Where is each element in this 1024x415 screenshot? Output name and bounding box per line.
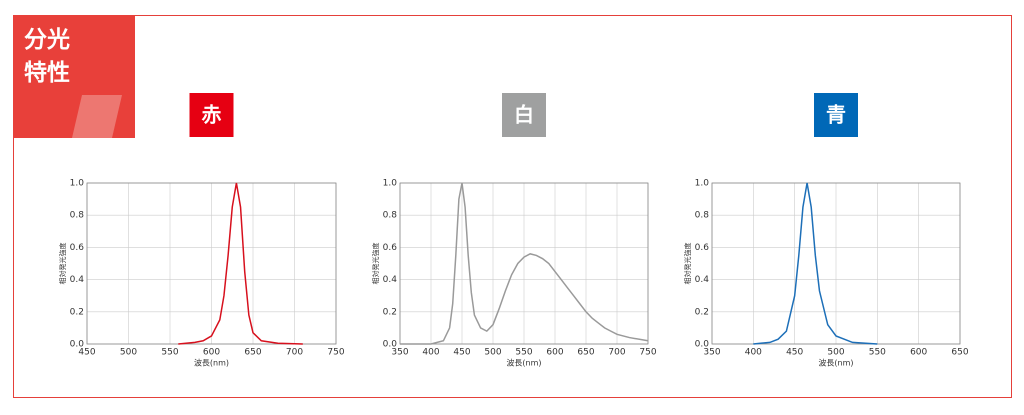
spectrum-line (178, 182, 303, 345)
y-tick-label: 1.0 (70, 179, 85, 189)
y-tick-label: 0.0 (70, 340, 85, 350)
x-tick-label: 500 (827, 348, 844, 358)
y-tick-label: 0.6 (695, 243, 710, 253)
frame (13, 15, 1012, 398)
x-tick-label: 350 (703, 348, 720, 358)
plot-frame (86, 182, 337, 345)
x-axis-label: 波長(nm) (506, 358, 541, 368)
x-axis-label: 波長(nm) (194, 358, 229, 368)
title-box (502, 93, 546, 137)
x-tick-label: 500 (484, 348, 501, 358)
x-tick-label: 750 (639, 348, 656, 358)
y-tick-label: 0.8 (70, 211, 85, 221)
heading-line: 特性 (24, 60, 70, 86)
y-tick-label: 0.4 (383, 275, 398, 285)
y-tick-label: 0.0 (383, 340, 398, 350)
y-tick-label: 0.8 (383, 211, 398, 221)
y-tick-label: 0.0 (695, 340, 710, 350)
plot-frame (399, 182, 649, 345)
x-tick-label: 450 (453, 348, 470, 358)
spectrum-line (400, 182, 649, 345)
chart-title: 赤 (202, 103, 222, 127)
x-tick-label: 450 (78, 348, 95, 358)
x-tick-label: 400 (745, 348, 762, 358)
x-tick-label: 500 (120, 348, 137, 358)
y-axis-label: 相対発光強度 (371, 243, 380, 285)
y-tick-label: 1.0 (695, 179, 710, 189)
x-tick-label: 450 (786, 348, 803, 358)
y-tick-label: 0.8 (695, 211, 710, 221)
x-tick-label: 600 (203, 348, 220, 358)
x-tick-label: 750 (327, 348, 344, 358)
y-tick-label: 0.2 (695, 307, 709, 317)
chart-title: 白 (514, 103, 534, 127)
spectrum-line (753, 182, 878, 345)
y-axis-label: 相対発光強度 (58, 243, 67, 285)
y-tick-label: 0.4 (70, 275, 85, 285)
x-tick-label: 600 (910, 348, 927, 358)
heading-line: 分光 (24, 27, 70, 53)
x-tick-label: 550 (869, 348, 886, 358)
chart-title: 青 (826, 103, 846, 127)
x-tick-label: 700 (608, 348, 625, 358)
y-tick-label: 1.0 (383, 179, 398, 189)
x-axis-label: 波長(nm) (818, 358, 853, 368)
x-tick-label: 400 (422, 348, 439, 358)
y-tick-label: 0.6 (383, 243, 398, 253)
y-tick-label: 0.2 (70, 307, 84, 317)
title-box (814, 93, 858, 137)
y-tick-label: 0.4 (695, 275, 710, 285)
x-tick-label: 700 (286, 348, 303, 358)
y-tick-label: 0.6 (70, 243, 85, 253)
title-box (189, 93, 234, 137)
x-tick-label: 650 (244, 348, 261, 358)
x-tick-label: 550 (161, 348, 178, 358)
x-tick-label: 650 (577, 348, 594, 358)
y-tick-label: 0.2 (383, 307, 397, 317)
plot-frame (711, 182, 961, 345)
x-tick-label: 350 (391, 348, 408, 358)
logo (72, 95, 122, 138)
x-tick-label: 600 (546, 348, 563, 358)
x-tick-label: 650 (951, 348, 968, 358)
x-tick-label: 550 (515, 348, 532, 358)
y-axis-label: 相対発光強度 (683, 243, 692, 285)
